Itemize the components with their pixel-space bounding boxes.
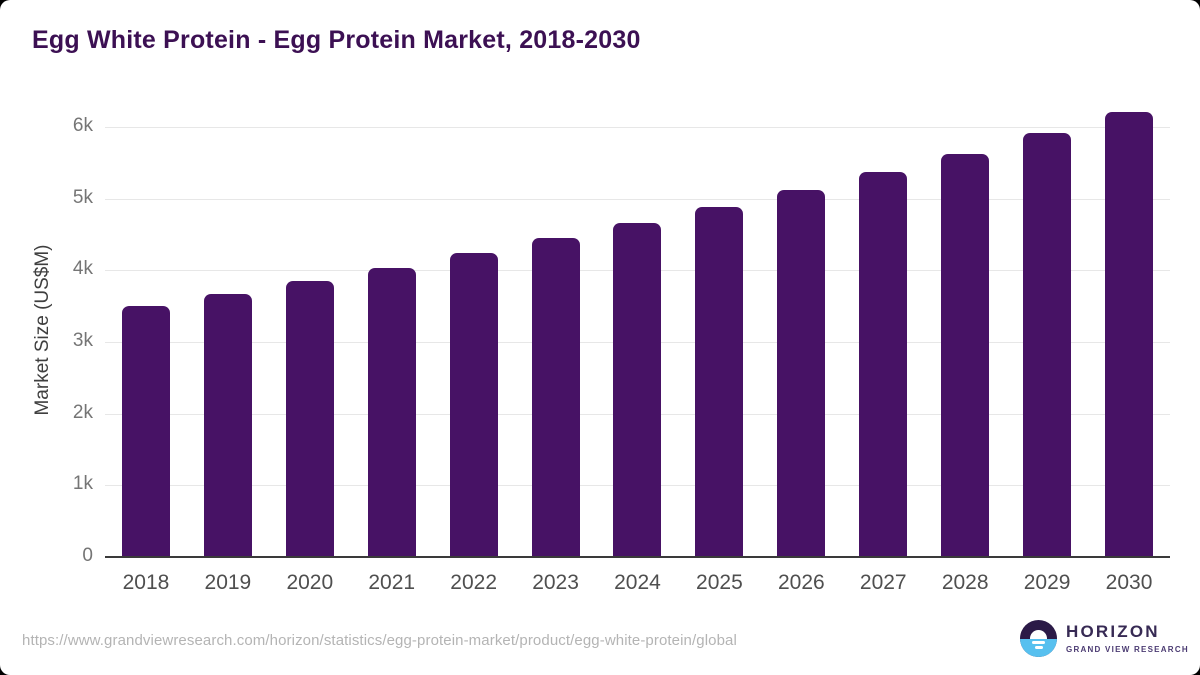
logo-text-block: HORIZON GRAND VIEW RESEARCH	[1066, 622, 1189, 654]
y-tick-label: 4k	[72, 258, 93, 280]
bar-slot: 2023	[515, 100, 597, 594]
bar-2025[interactable]	[695, 206, 744, 558]
bars-container: 2018 2019 2020 2021 2022 2023 2024 2025 2026 2027…	[105, 100, 1170, 594]
bar-2029[interactable]	[1023, 133, 1072, 558]
bar-2030[interactable]	[1105, 111, 1154, 558]
bar-2019[interactable]	[203, 294, 252, 558]
x-tick-label: 2027	[859, 571, 907, 594]
x-tick-label: 2019	[204, 571, 252, 594]
x-tick-label: 2020	[286, 571, 334, 594]
y-tick-label: 0	[82, 545, 93, 566]
x-tick-label: 2030	[1105, 571, 1153, 594]
reflection-dash	[1034, 646, 1043, 649]
x-tick-label: 2024	[614, 571, 661, 594]
page-title: Egg White Protein - Egg Protein Market, …	[32, 26, 641, 54]
plot-area: 0 1k 2k 3k 4k 5k 6k 2018 2019 2020 2021 2022 2023 202…	[73, 100, 1170, 594]
x-tick-label: 2028	[941, 571, 989, 594]
logo-name: HORIZON	[1066, 622, 1160, 642]
bar-slot: 2025	[678, 100, 760, 594]
bar-2027[interactable]	[859, 171, 908, 558]
reflection-dash	[1032, 640, 1045, 644]
horizon-logo: HORIZON GRAND VIEW RESEARCH	[1020, 620, 1189, 657]
bar-slot: 2030	[1088, 100, 1170, 594]
x-tick-label: 2023	[532, 571, 579, 594]
bar-slot: 2019	[187, 100, 269, 594]
bar-slot: 2024	[597, 100, 679, 594]
x-tick-label: 2018	[122, 571, 170, 594]
bar-2023[interactable]	[531, 238, 580, 558]
bar-2028[interactable]	[941, 153, 990, 558]
source-url: https://www.grandviewresearch.com/horizo…	[22, 632, 737, 649]
bar-slot: 2018	[105, 100, 187, 594]
gridline	[105, 127, 1170, 128]
bar-slot: 2022	[433, 100, 515, 594]
bar-2021[interactable]	[367, 268, 416, 558]
x-tick-label: 2021	[368, 571, 416, 594]
horizon-logo-icon	[1020, 620, 1057, 657]
bar-slot: 2027	[842, 100, 924, 594]
x-tick-label: 2025	[696, 571, 743, 594]
bar-slot: 2028	[924, 100, 1006, 594]
bar-slot: 2020	[269, 100, 351, 594]
y-tick-label: 5k	[72, 186, 93, 208]
y-tick-label: 6k	[72, 115, 93, 136]
bar-2022[interactable]	[449, 253, 498, 558]
y-tick-label: 2k	[72, 401, 93, 423]
bar-2020[interactable]	[285, 281, 334, 558]
y-tick-label: 1k	[72, 473, 93, 495]
bar-2026[interactable]	[777, 189, 826, 558]
bar-2018[interactable]	[121, 306, 170, 558]
bar-2024[interactable]	[613, 223, 662, 558]
x-tick-label: 2029	[1023, 571, 1071, 594]
y-axis-title: Market Size (US$M)	[32, 244, 53, 416]
bar-slot: 2026	[760, 100, 842, 594]
y-tick-label: 3k	[72, 330, 93, 351]
x-axis-baseline	[105, 556, 1170, 558]
gridline	[105, 198, 1170, 200]
bar-slot: 2029	[1006, 100, 1088, 594]
bar-slot: 2021	[351, 100, 433, 594]
x-tick-label: 2026	[777, 571, 825, 594]
logo-subtitle: GRAND VIEW RESEARCH	[1066, 644, 1189, 654]
x-tick-label: 2022	[450, 571, 497, 594]
